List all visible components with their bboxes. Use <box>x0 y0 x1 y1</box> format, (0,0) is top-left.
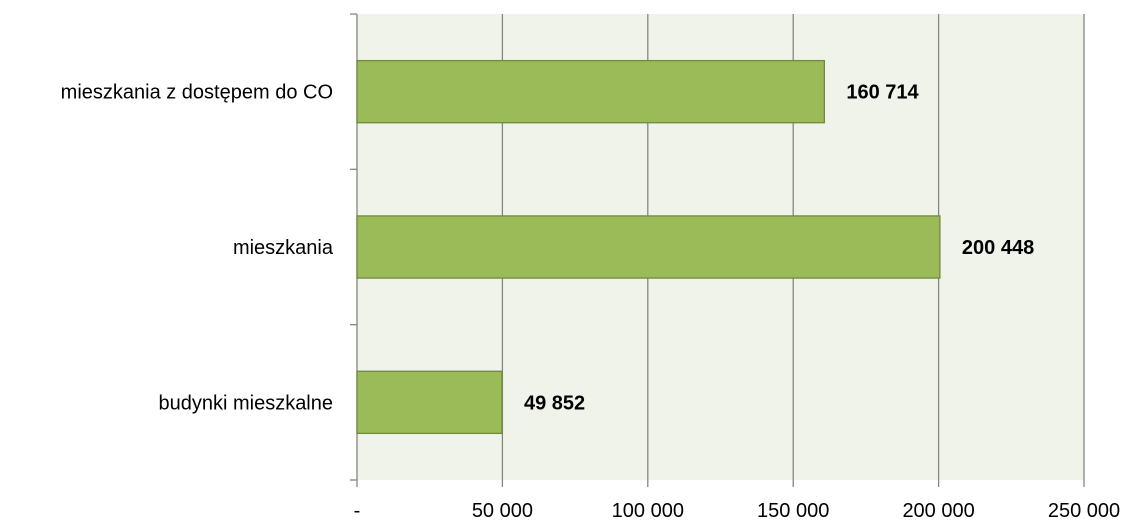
bar <box>356 215 941 279</box>
category-axis <box>350 13 358 481</box>
x-tick-label: 100 000 <box>612 500 684 522</box>
data-labels: 49 852 200 448 160 714 <box>524 82 1034 415</box>
x-tick-label: 200 000 <box>902 500 974 522</box>
data-label: 49 852 <box>524 392 585 414</box>
x-tick-label: 50 000 <box>472 500 533 522</box>
data-label: 200 448 <box>962 237 1034 259</box>
value-axis-ticks: - 50 000 100 000 150 000 200 000 250 000 <box>354 480 1120 522</box>
bar <box>356 370 503 435</box>
x-tick-label: 150 000 <box>757 500 829 522</box>
data-label: 160 714 <box>846 82 919 104</box>
category-label: budynki mieszkalne <box>158 392 333 414</box>
category-labels: budynki mieszkalne mieszkania mieszkania z… <box>61 82 334 415</box>
bars <box>356 59 941 435</box>
x-tick-label: 250 000 <box>1048 500 1120 522</box>
category-label: mieszkania z dostępem do CO <box>61 82 333 104</box>
category-label: mieszkania <box>233 237 334 259</box>
bar <box>356 59 826 124</box>
x-tick-label: - <box>354 500 361 522</box>
